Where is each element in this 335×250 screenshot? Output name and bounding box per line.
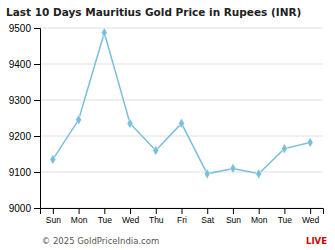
tick-mark xyxy=(34,172,40,173)
tick: 9500 xyxy=(9,23,40,34)
tick-label: Fri xyxy=(177,215,187,225)
point xyxy=(256,169,262,179)
tick-label: Sun xyxy=(226,215,241,225)
point xyxy=(230,163,236,173)
y-axis: 9000 9100 9200 9300 9400 9500 xyxy=(9,23,41,214)
point xyxy=(127,118,133,128)
tick-label: Mon xyxy=(251,215,268,225)
grid-line xyxy=(40,100,323,101)
tick-label: Tue xyxy=(278,215,293,225)
point xyxy=(307,137,313,147)
tick-label: Wed xyxy=(122,215,140,225)
marks xyxy=(50,28,313,179)
tick: Mon xyxy=(251,208,268,225)
axis-line xyxy=(41,209,324,215)
tick-mark xyxy=(34,136,40,137)
tick: Sat xyxy=(201,208,214,225)
tick-mark xyxy=(79,208,80,214)
grid-line xyxy=(40,28,323,29)
tick-mark xyxy=(259,208,260,214)
axis-line xyxy=(34,29,41,209)
tick-mark xyxy=(34,28,40,29)
tick-label: 9500 xyxy=(9,23,32,34)
point xyxy=(179,118,185,128)
point xyxy=(50,154,56,164)
point xyxy=(204,169,210,179)
tick-label: 9100 xyxy=(9,167,32,178)
tick: Wed xyxy=(122,208,140,225)
point xyxy=(153,145,159,155)
title: Last 10 Days Mauritius Gold Price in Rup… xyxy=(6,6,301,18)
annotation: © 2025 GoldPriceIndia.com xyxy=(42,236,160,246)
grid-line xyxy=(40,172,323,173)
tick-mark xyxy=(207,208,208,214)
tick-mark xyxy=(182,208,183,214)
tick: Tue xyxy=(278,208,293,225)
tick-label: 9400 xyxy=(9,59,32,70)
tick: Wed xyxy=(302,208,320,225)
tick: 9400 xyxy=(9,59,40,70)
tick-mark xyxy=(34,64,40,65)
tick-label: Tue xyxy=(98,215,113,225)
tick-mark xyxy=(310,208,311,214)
tick-label: Sun xyxy=(46,215,61,225)
grid xyxy=(40,28,323,208)
tick-label: 9300 xyxy=(9,95,32,106)
tick-mark xyxy=(34,100,40,101)
tick: 9300 xyxy=(9,95,40,106)
tick: 9000 xyxy=(9,203,40,214)
tick: Fri xyxy=(177,208,187,225)
tick-label: Wed xyxy=(302,215,320,225)
tick-mark xyxy=(104,208,105,214)
tick: Tue xyxy=(98,208,113,225)
tick-mark xyxy=(284,208,285,214)
tick-label: Mon xyxy=(71,215,88,225)
tick-mark xyxy=(156,208,157,214)
tick: Sun xyxy=(226,208,241,225)
line xyxy=(53,33,310,174)
tick-label: Sat xyxy=(201,215,214,225)
tick: 9200 xyxy=(9,131,40,142)
point xyxy=(281,144,287,154)
tick: 9100 xyxy=(9,167,40,178)
tick-label: 9200 xyxy=(9,131,32,142)
tick-label: Thu xyxy=(149,215,164,225)
point xyxy=(101,28,107,38)
tick: Mon xyxy=(71,208,88,225)
tick-mark xyxy=(233,208,234,214)
annotation: LIVE xyxy=(306,236,327,246)
tick: Sun xyxy=(46,208,61,225)
tick: Thu xyxy=(149,208,164,225)
tick-mark xyxy=(130,208,131,214)
x-axis: Sun Mon Tue Wed Thu Fri Sat Sun Mon Tue Wed xyxy=(41,208,324,225)
point xyxy=(76,115,82,125)
plot: 9000 9100 9200 9300 9400 9500 Sun Mon Tue Wed Thu F… xyxy=(9,23,324,225)
tick-mark xyxy=(53,208,54,214)
tick-label: 9000 xyxy=(9,203,32,214)
grid-line xyxy=(40,136,323,137)
chart: Last 10 Days Mauritius Gold Price in Rup… xyxy=(0,0,335,250)
grid-line xyxy=(40,64,323,65)
tick-mark xyxy=(34,208,40,209)
